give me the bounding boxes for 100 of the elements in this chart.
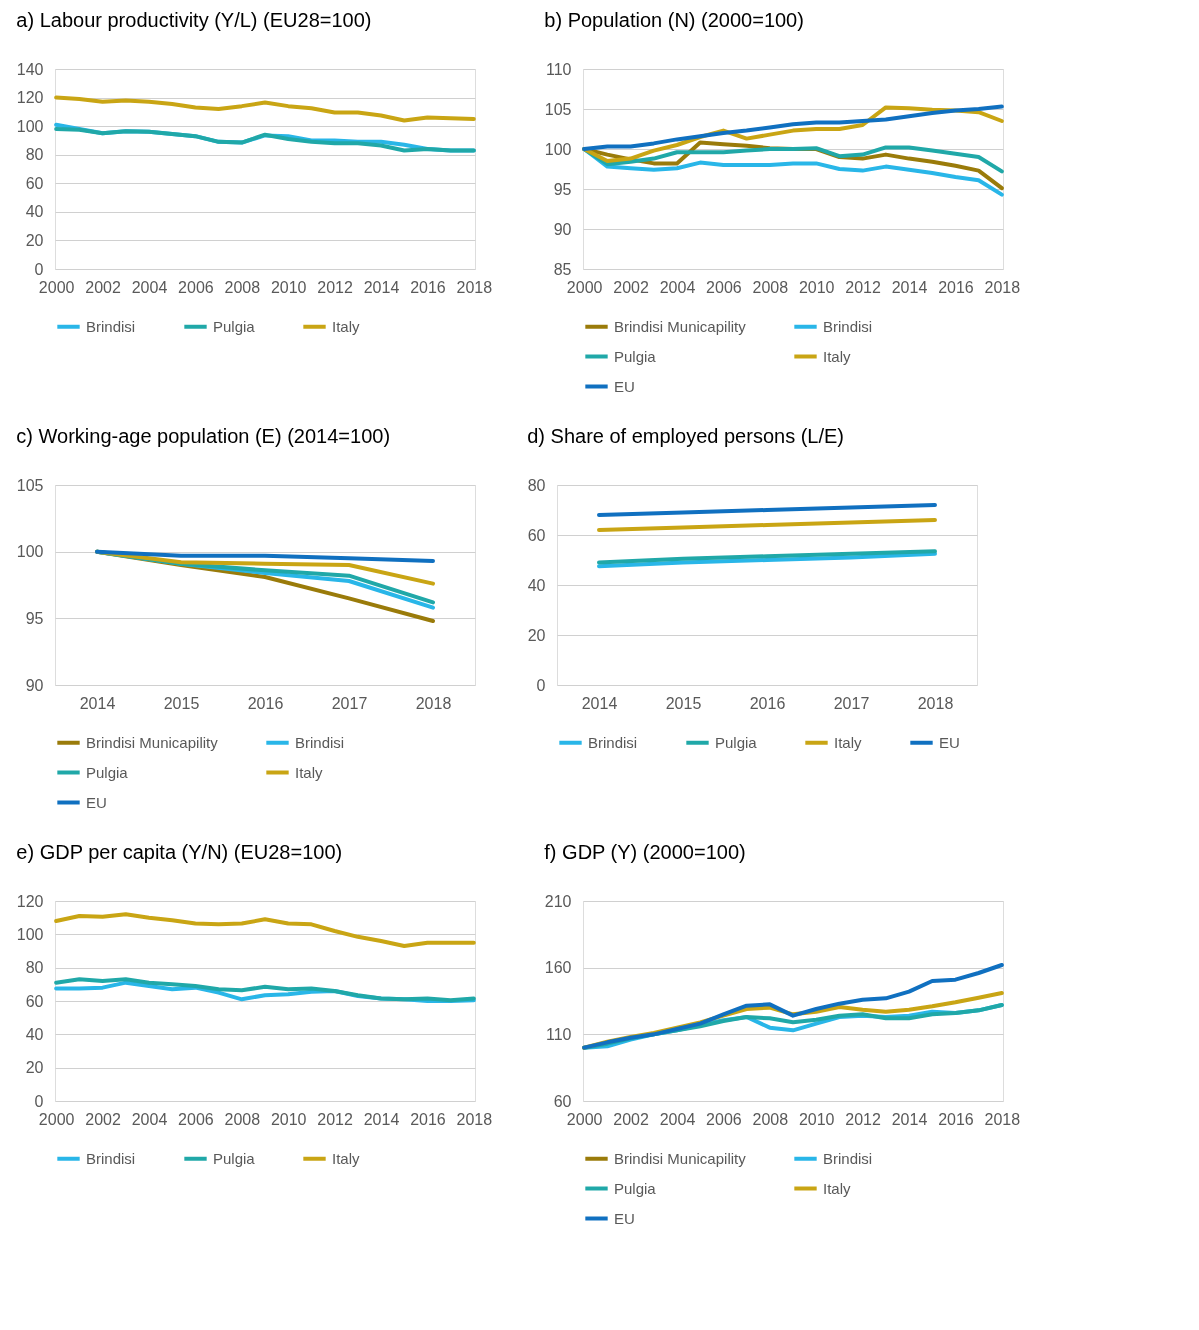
x-tick-label: 2008 [752,1110,789,1128]
x-tick-label: 2014 [891,278,928,296]
chart-title: e) GDP per capita (Y/N) (EU28=100) [16,841,343,863]
y-tick-label: 60 [25,992,44,1010]
y-tick-label: 100 [544,140,572,158]
y-tick-label: 40 [527,576,546,594]
legend-label: Brindisi Municapility [614,1149,747,1167]
x-tick-label: 2006 [178,278,214,296]
line-series [582,104,1004,151]
legend-label: Brindisi Municapility [86,733,219,751]
y-tick-label: 60 [25,174,44,192]
x-tick-label: 2016 [410,1110,446,1128]
y-tick-label: 210 [544,892,572,910]
y-tick-label: 100 [16,543,44,561]
chart-title: c) Working-age population (E) (2014=100) [16,425,391,447]
y-tick-label: 60 [553,1092,572,1110]
y-tick-label: 140 [16,60,44,78]
legend-label: Pulgia [715,733,758,751]
x-tick-label: 2015 [665,694,702,712]
line-series [597,549,937,565]
line-series [582,145,1004,174]
x-tick-label: 2002 [613,1110,649,1128]
chart-title: f) GDP (Y) (2000=100) [544,841,746,863]
line-series [54,95,476,123]
legend-label: Brindisi [295,733,345,751]
x-tick-label: 2014 [891,1110,928,1128]
x-tick-label: 2010 [270,278,307,296]
x-tick-label: 2000 [566,278,603,296]
x-tick-label: 2010 [798,1110,835,1128]
x-tick-label: 2015 [163,694,200,712]
y-tick-label: 80 [527,476,546,494]
x-tick-label: 2018 [415,694,452,712]
legend-label: EU [614,377,635,395]
y-tick-label: 20 [25,1059,44,1077]
y-tick-label: 40 [25,203,44,221]
legend-label: Brindisi [86,1149,136,1167]
x-tick-label: 2014 [79,694,116,712]
legend-label: EU [939,733,960,751]
y-tick-label: 80 [25,959,44,977]
legend-label: Pulgia [614,1179,657,1197]
y-tick-label: 100 [16,925,44,943]
line-series [95,549,435,563]
legend-label: Brindisi [823,317,873,335]
x-tick-label: 2014 [581,694,618,712]
line-series [597,518,937,532]
x-tick-label: 2010 [270,1110,307,1128]
x-tick-label: 2002 [85,278,121,296]
y-tick-label: 105 [16,476,44,494]
line-series [597,503,937,517]
y-tick-label: 110 [545,1025,572,1043]
x-tick-label: 2018 [917,694,954,712]
legend-label: Italy [332,317,361,335]
x-tick-label: 2016 [938,1110,974,1128]
y-tick-label: 0 [536,676,546,694]
x-tick-label: 2000 [38,1110,75,1128]
legend-label: Italy [834,733,863,751]
x-tick-label: 2017 [331,694,368,712]
x-tick-label: 2014 [363,278,400,296]
y-tick-label: 80 [25,146,44,164]
line-series [597,551,937,569]
legend-label: Italy [295,763,324,781]
x-tick-label: 2004 [131,1110,168,1128]
x-tick-label: 2016 [410,278,446,296]
y-tick-label: 105 [544,100,572,118]
x-tick-label: 2016 [749,694,786,712]
x-tick-label: 2018 [456,1110,493,1128]
x-tick-label: 2000 [38,278,75,296]
x-tick-label: 2012 [845,278,882,296]
x-tick-label: 2006 [706,278,742,296]
x-tick-label: 2002 [613,278,649,296]
x-tick-label: 2000 [566,1110,603,1128]
y-tick-label: 160 [544,959,572,977]
x-tick-label: 2004 [659,1110,696,1128]
y-tick-label: 20 [527,626,546,644]
legend-label: Brindisi [86,317,136,335]
x-tick-label: 2016 [247,694,284,712]
x-tick-label: 2018 [984,1110,1021,1128]
x-tick-label: 2018 [456,278,493,296]
x-tick-label: 2012 [317,1110,354,1128]
x-tick-label: 2006 [178,1110,214,1128]
x-tick-label: 2004 [131,278,168,296]
x-tick-label: 2010 [798,278,835,296]
y-tick-label: 120 [16,892,44,910]
line-series [54,912,476,948]
legend-label: Pulgia [213,1149,256,1167]
y-tick-label: 60 [527,526,546,544]
legend-label: Pulgia [614,347,657,365]
legend-label: EU [86,793,107,811]
x-tick-label: 2008 [752,278,789,296]
legend-label: Brindisi [588,733,638,751]
x-tick-label: 2008 [224,278,261,296]
line-series [582,963,1004,1050]
x-tick-label: 2016 [938,278,974,296]
y-tick-label: 0 [34,260,44,278]
y-tick-label: 20 [25,231,44,249]
y-tick-label: 95 [553,180,572,198]
x-tick-label: 2012 [317,278,354,296]
chart-title: d) Share of employed persons (L/E) [527,425,845,447]
chart-title: a) Labour productivity (Y/L) (EU28=100) [16,9,372,31]
x-tick-label: 2017 [833,694,870,712]
